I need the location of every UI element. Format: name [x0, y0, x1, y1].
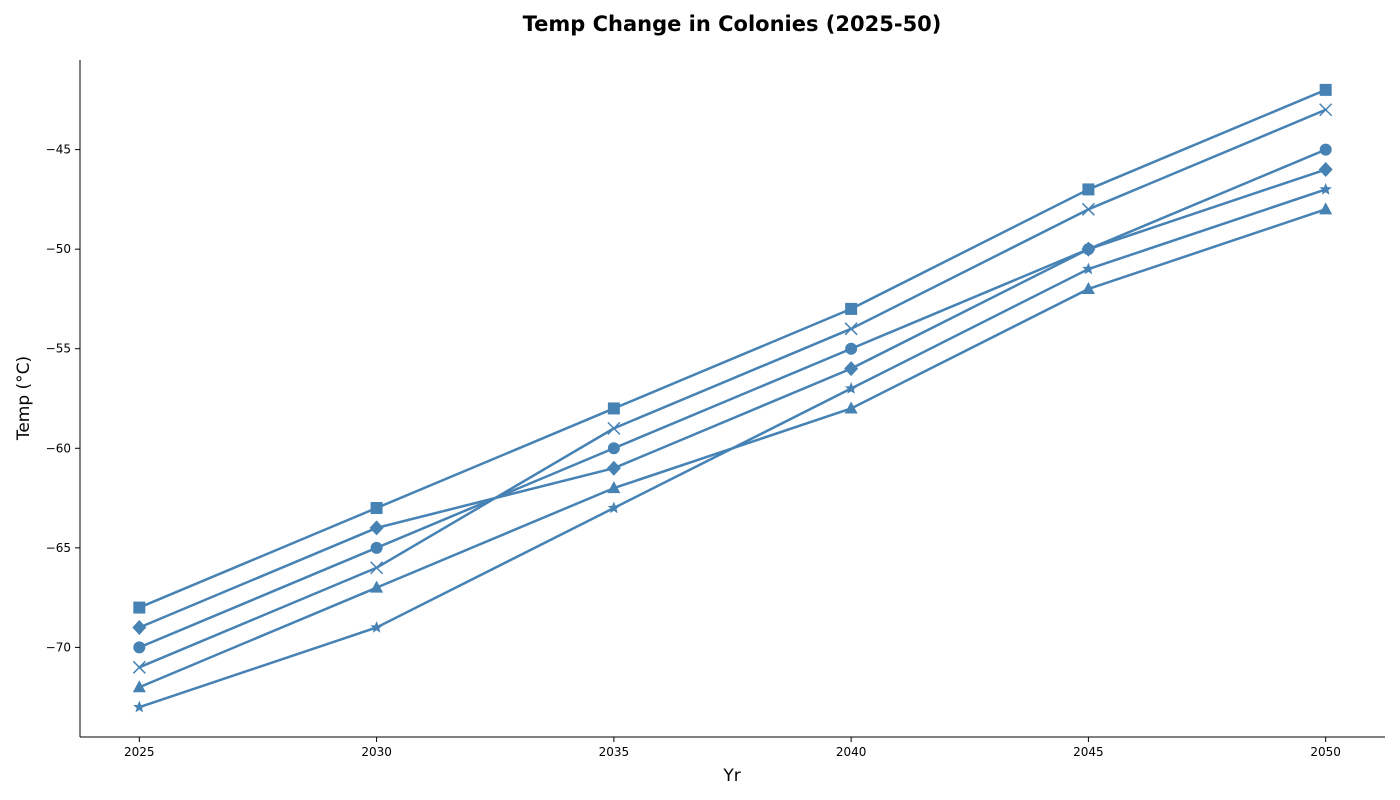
y-tick-label: −50 [46, 242, 71, 256]
y-tick-label: −45 [46, 143, 71, 157]
data-point-diamond [606, 460, 621, 476]
chart-title: Temp Change in Colonies (2025-50) [523, 12, 942, 36]
data-point-circle [607, 442, 620, 455]
series-triangle [132, 202, 1333, 693]
series-line [138, 108, 1327, 669]
data-point-circle [133, 641, 146, 654]
data-point-x [132, 660, 146, 674]
data-point-circle [845, 342, 858, 355]
series-circle [133, 143, 1332, 654]
data-point-triangle [370, 580, 384, 593]
y-tick-label: −70 [46, 640, 71, 654]
series-line [138, 168, 1327, 629]
data-point-star [844, 382, 858, 394]
data-point-triangle [132, 680, 146, 693]
y-tick-label: −55 [46, 342, 71, 356]
y-axis-label: Temp (°C) [14, 356, 34, 441]
x-tick-label: 2050 [1310, 745, 1341, 759]
data-point-square [1082, 183, 1095, 196]
data-point-star [607, 501, 621, 514]
data-point-triangle [607, 481, 621, 494]
data-point-circle [1319, 143, 1332, 156]
x-tick-label: 2035 [599, 745, 630, 759]
series-x [132, 103, 1333, 674]
data-point-star [133, 700, 146, 713]
data-point-diamond [132, 619, 147, 635]
series-line [138, 208, 1327, 689]
data-point-triangle [844, 401, 858, 414]
x-tick-label: 2045 [1073, 745, 1104, 759]
data-point-triangle [1081, 281, 1095, 294]
series-layer [132, 83, 1333, 713]
data-point-x [1081, 202, 1095, 216]
series-square [133, 83, 1332, 614]
data-point-star [370, 620, 383, 633]
y-tick-label: −60 [46, 441, 71, 455]
x-axis-label: Yr [722, 766, 740, 786]
data-point-star [1082, 262, 1095, 275]
data-point-diamond [369, 520, 384, 536]
x-tick-label: 2025 [124, 745, 155, 759]
data-point-circle [370, 541, 383, 554]
data-point-x [370, 561, 384, 575]
data-point-diamond [844, 361, 859, 377]
x-tick-label: 2040 [836, 745, 867, 759]
data-point-diamond [1318, 162, 1333, 178]
data-point-square [845, 302, 858, 315]
y-tick-label: −65 [46, 541, 71, 555]
data-point-x [607, 421, 621, 435]
data-point-square [370, 502, 383, 515]
data-point-square [1319, 83, 1332, 96]
series-line [138, 148, 1327, 649]
data-point-diamond [1081, 241, 1096, 257]
series-diamond [132, 162, 1333, 635]
data-point-square [607, 402, 620, 415]
data-point-triangle [1319, 202, 1333, 215]
y-ticks: −45 −50 −55 −60 −65 −70 [46, 143, 80, 654]
data-point-x [844, 322, 858, 336]
data-point-x [1319, 103, 1333, 117]
data-point-star [1319, 182, 1332, 195]
x-ticks: 2025 2030 2035 2040 2045 2050 [124, 737, 1341, 759]
series-line [138, 88, 1327, 609]
data-point-square [133, 601, 146, 614]
x-tick-label: 2030 [361, 745, 392, 759]
